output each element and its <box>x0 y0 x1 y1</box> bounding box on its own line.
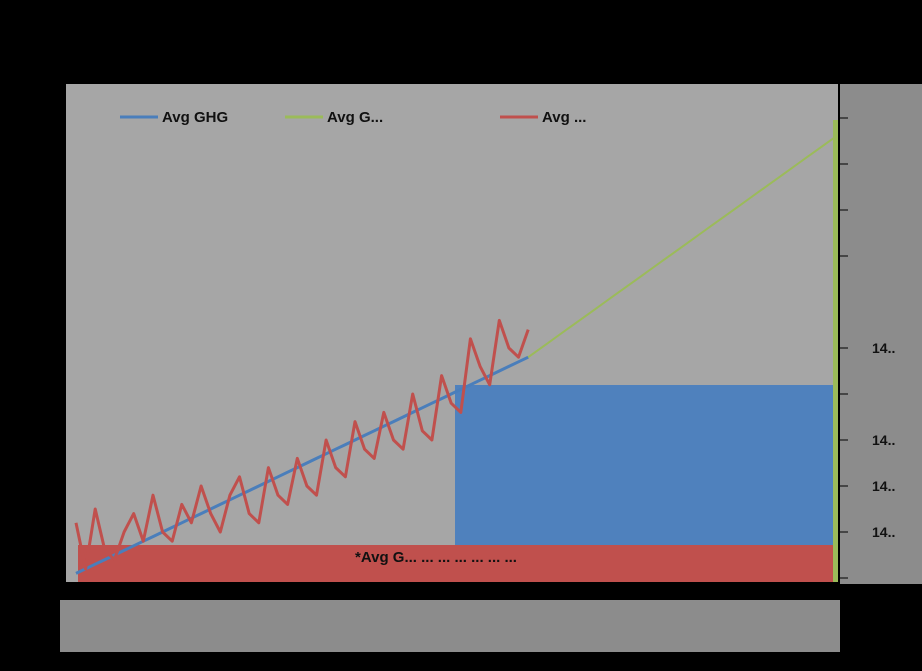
legend: Avg GHG Avg G... Avg ... <box>120 109 586 126</box>
bottom-axis-strip <box>60 600 840 652</box>
series-line-3 <box>74 318 530 571</box>
right-tick-label: 14.. <box>872 340 895 356</box>
right-tick-label: 14.. <box>872 432 895 448</box>
red-area-block <box>78 545 833 582</box>
annotation-note: *Avg G... ... ... ... ... ... ... <box>355 549 517 566</box>
right-axis-ticks: 14.. 14.. 14.. 14.. <box>840 117 895 579</box>
series-line-1 <box>75 355 529 575</box>
right-tick-label: 14.. <box>872 478 895 494</box>
right-axis-strip <box>840 84 922 584</box>
green-area-strip <box>833 120 838 582</box>
right-tick-label: 14.. <box>872 524 895 540</box>
series-line-2 <box>527 135 837 359</box>
blue-area-block <box>455 385 833 545</box>
series-group <box>74 135 837 575</box>
legend-label-3: Avg ... <box>542 109 586 126</box>
legend-label-2: Avg G... <box>327 109 383 126</box>
legend-label-1: Avg GHG <box>162 109 228 126</box>
